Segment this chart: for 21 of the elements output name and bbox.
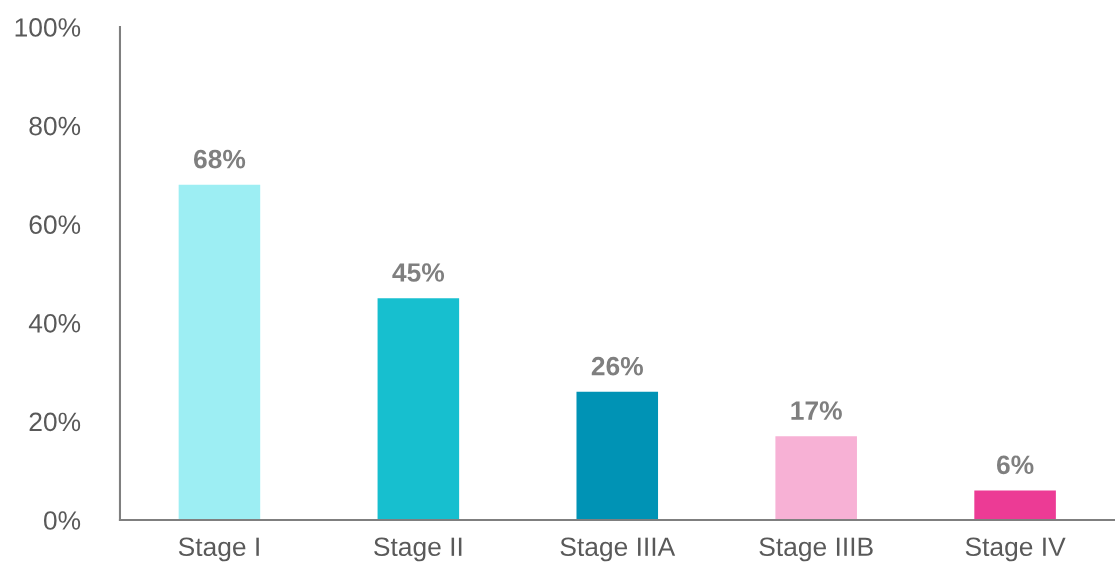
y-tick-label: 100% [15, 18, 81, 37]
bar [775, 436, 857, 521]
bar [974, 490, 1056, 521]
x-tick-label: Stage II [374, 537, 462, 562]
y-tick-label: 40% [28, 313, 81, 333]
data-label: 6% [996, 455, 1034, 475]
data-label: 17% [791, 401, 842, 420]
y-tick-label: 80% [29, 116, 81, 136]
y-tick-label: 0% [43, 511, 81, 530]
x-tick-label: Stage IV [965, 537, 1066, 562]
y-tick-label: 20% [29, 412, 81, 432]
data-label: 68% [193, 149, 246, 169]
x-tick-label: Stage IIIB [759, 537, 873, 562]
bar [576, 391, 659, 521]
bar [377, 298, 460, 521]
x-tick-label: Stage I [178, 537, 259, 562]
y-tick-label: 60% [29, 215, 81, 235]
data-label: 45% [392, 263, 445, 282]
data-label: 26% [591, 356, 643, 376]
x-tick-label: Stage IIIA [560, 537, 676, 562]
bar [178, 184, 261, 521]
